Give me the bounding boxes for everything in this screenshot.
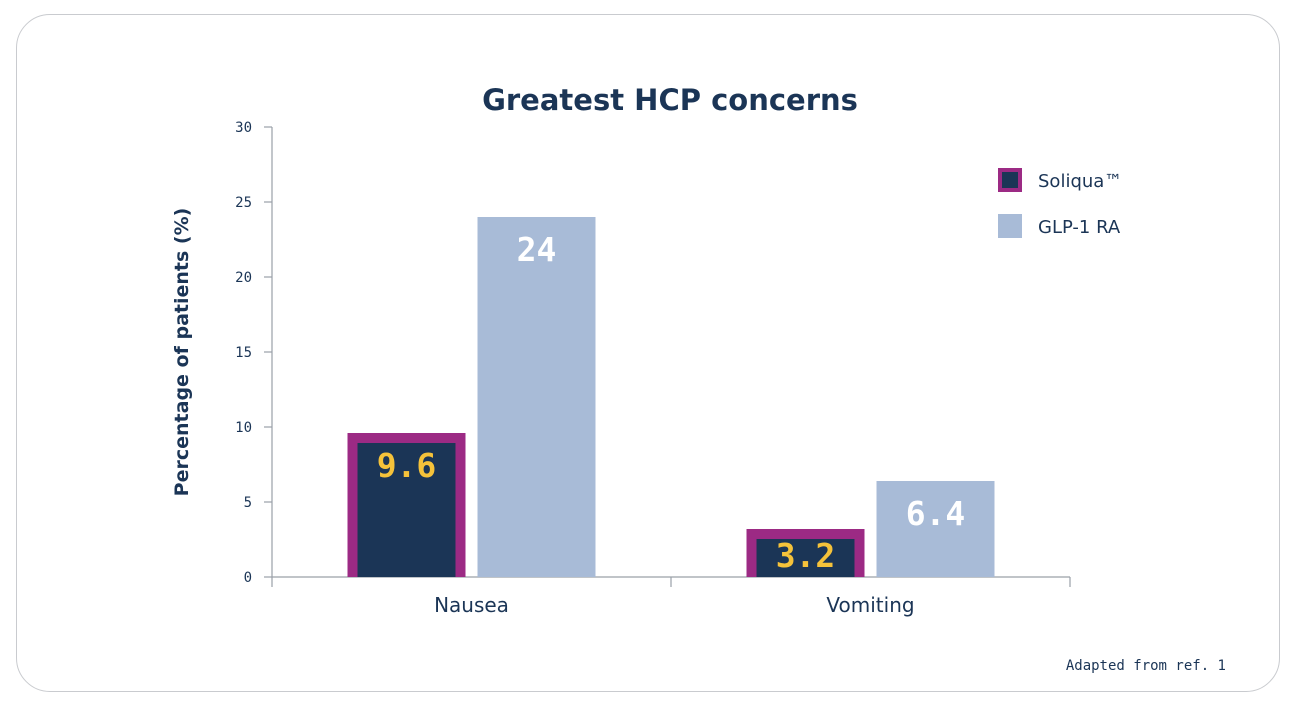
data-label: 6.4: [906, 494, 966, 533]
y-tick-label: 15: [235, 345, 252, 361]
y-tick-label: 0: [244, 570, 252, 586]
y-tick-label: 10: [235, 420, 252, 436]
chart-title: Greatest HCP concerns: [482, 83, 858, 117]
source-note: Adapted from ref. 1: [1066, 658, 1226, 674]
y-tick-label: 30: [235, 120, 252, 136]
y-tick-label: 25: [235, 195, 252, 211]
bar: [477, 217, 596, 577]
y-axis-label: Percentage of patients (%): [171, 208, 193, 497]
legend-label: GLP-1 RA: [1038, 217, 1121, 238]
bar: [876, 481, 995, 577]
y-tick-label: 20: [235, 270, 252, 286]
x-category-label: Vomiting: [826, 593, 914, 617]
y-tick-label: 5: [244, 495, 252, 511]
legend-swatch: [1002, 172, 1018, 188]
data-label: 3.2: [776, 536, 836, 575]
data-label: 24: [517, 230, 557, 269]
bar: [756, 539, 855, 577]
legend-label: Soliqua™: [1038, 171, 1122, 192]
chart-card: [16, 14, 1280, 692]
bar: [357, 443, 456, 577]
x-category-label: Nausea: [434, 593, 509, 617]
data-label: 9.6: [377, 446, 437, 485]
legend-swatch: [998, 214, 1022, 238]
